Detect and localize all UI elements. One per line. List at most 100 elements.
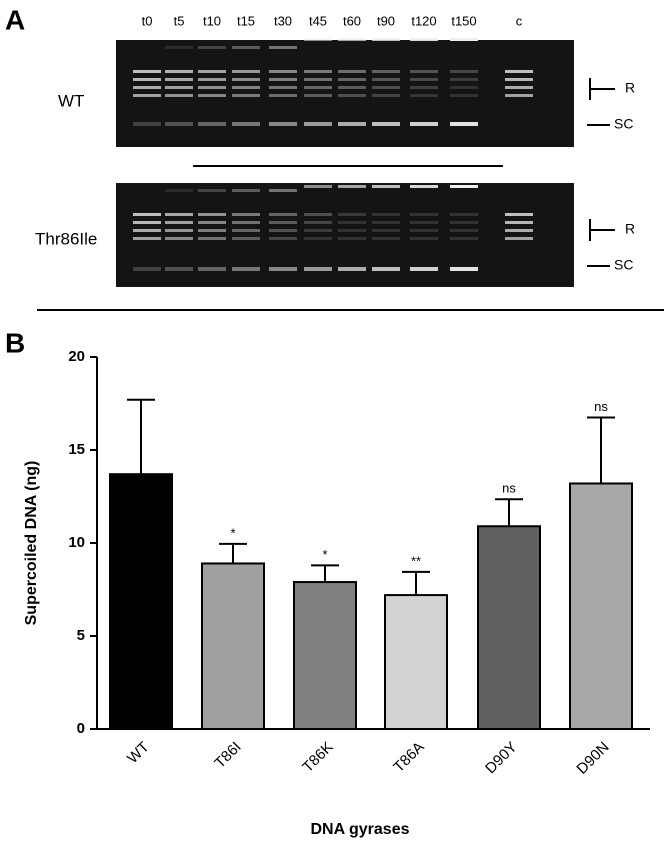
- gel-band: [198, 46, 226, 49]
- gel-band: [372, 185, 400, 188]
- gel-band: [165, 122, 193, 126]
- gel-band: [165, 189, 193, 192]
- gel-band: [304, 70, 332, 73]
- x-tick-label: WT: [124, 739, 153, 768]
- gel-band: [505, 229, 533, 232]
- gel-band: [232, 189, 260, 192]
- gel-band: [450, 38, 478, 41]
- gel-band: [269, 237, 297, 240]
- gel-band: [410, 78, 438, 81]
- x-tick-label: D90N: [573, 739, 612, 778]
- gel-band: [232, 237, 260, 240]
- gel-band: [372, 237, 400, 240]
- gel-band: [505, 213, 533, 216]
- gel-band: [198, 267, 226, 271]
- gel-band: [165, 70, 193, 73]
- y-tick-label: 0: [77, 720, 85, 737]
- gel-band: [198, 229, 226, 232]
- gel-band: [450, 78, 478, 81]
- gel-band: [133, 267, 161, 271]
- y-tick-label: 5: [77, 627, 85, 644]
- gel-band: [232, 267, 260, 271]
- gel-band: [338, 221, 366, 224]
- x-tick-label: T86I: [211, 739, 244, 772]
- lane-label: t45: [309, 13, 327, 28]
- gel-band: [372, 38, 400, 41]
- gel-band: [165, 267, 193, 271]
- gel-band: [372, 221, 400, 224]
- y-tick-label: 15: [68, 441, 85, 458]
- gel-band: [372, 267, 400, 271]
- gel-band: [410, 94, 438, 97]
- gel-band: [450, 122, 478, 126]
- gel-band: [410, 237, 438, 240]
- gel-band: [198, 189, 226, 192]
- gel-band: [165, 94, 193, 97]
- lane-label: t90: [377, 13, 395, 28]
- gel-band: [165, 213, 193, 216]
- gel-band: [304, 213, 332, 216]
- lane-label: t0: [142, 13, 153, 28]
- bar: [109, 473, 173, 730]
- gel-band: [304, 86, 332, 89]
- gel-band: [338, 267, 366, 271]
- gel-band: [269, 94, 297, 97]
- gel-band: [165, 78, 193, 81]
- gel-band: [372, 122, 400, 126]
- significance-label: *: [230, 525, 235, 540]
- gel-mutant: [116, 183, 574, 287]
- x-axis-label: DNA gyrases: [310, 821, 409, 838]
- gel-band: [198, 221, 226, 224]
- gel-band: [450, 185, 478, 188]
- gel-band: [338, 213, 366, 216]
- x-tick-label: T86A: [390, 739, 427, 776]
- gel-band: [269, 189, 297, 192]
- gel-band: [505, 78, 533, 81]
- gel-band: [165, 221, 193, 224]
- significance-label: ns: [594, 399, 608, 414]
- gel-band: [198, 237, 226, 240]
- gel-band: [372, 78, 400, 81]
- gel-band: [410, 185, 438, 188]
- x-tick-label: D90Y: [482, 739, 521, 778]
- gel-band: [338, 229, 366, 232]
- panel-label: B: [5, 327, 25, 358]
- y-axis-label: Supercoiled DNA (ng): [23, 461, 40, 626]
- markers: [587, 78, 615, 267]
- gel-band: [198, 122, 226, 126]
- gel-band: [133, 213, 161, 216]
- gel-band: [232, 70, 260, 73]
- gel-band: [372, 70, 400, 73]
- row-label: WT: [58, 91, 84, 110]
- gel-band: [269, 78, 297, 81]
- gel-band: [133, 221, 161, 224]
- gel-band: [198, 70, 226, 73]
- bar: [293, 581, 357, 730]
- marker-label: R: [625, 80, 635, 96]
- gel-band: [304, 94, 332, 97]
- gel-band: [133, 94, 161, 97]
- gel-band: [232, 213, 260, 216]
- bar: [569, 482, 633, 731]
- lane-label: t60: [343, 13, 361, 28]
- lane-label: t120: [411, 13, 436, 28]
- gel-band: [198, 78, 226, 81]
- gel-band: [410, 213, 438, 216]
- gel-band: [269, 221, 297, 224]
- x-tick-label: T86K: [299, 739, 336, 776]
- gel-band: [133, 237, 161, 240]
- gel-band: [304, 185, 332, 188]
- gel-band: [338, 70, 366, 73]
- gel-band: [304, 78, 332, 81]
- gel-band: [304, 229, 332, 232]
- gel-band: [372, 86, 400, 89]
- bar: [477, 525, 541, 731]
- gel-band: [304, 267, 332, 271]
- gel-band: [133, 86, 161, 89]
- gel-band: [372, 229, 400, 232]
- gel-band: [269, 70, 297, 73]
- gel-band: [338, 78, 366, 81]
- lane-label: t150: [451, 13, 476, 28]
- gel-band: [232, 46, 260, 49]
